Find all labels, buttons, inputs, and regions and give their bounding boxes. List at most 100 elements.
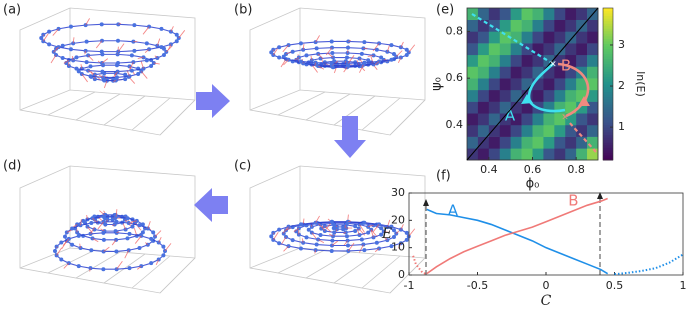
- force-arrow: [140, 71, 148, 79]
- heat-cell: [554, 31, 566, 44]
- force-arrow: [116, 260, 123, 270]
- force-arrow: [317, 239, 325, 244]
- force-arrow: [272, 49, 275, 52]
- colorbar-step: [603, 122, 613, 126]
- colorbar-step: [603, 13, 613, 17]
- colorbar-tick-label: 1: [618, 120, 625, 133]
- lattice-node: [151, 230, 156, 235]
- colorbar-step: [603, 89, 613, 93]
- heat-cell: [521, 19, 533, 32]
- lattice-panel: [249, 165, 426, 294]
- lattice-node: [404, 237, 409, 242]
- colorbar-step: [603, 73, 613, 77]
- heat-cell: [477, 31, 490, 44]
- heat-cell: [510, 54, 522, 67]
- lattice-node: [39, 35, 44, 40]
- force-arrow: [283, 59, 289, 66]
- force-arrow: [167, 44, 172, 50]
- heat-cell: [565, 66, 577, 79]
- colorbar-step: [603, 48, 613, 52]
- lattice-node: [102, 78, 107, 83]
- heat-cell: [532, 148, 544, 161]
- heat-cell: [521, 54, 533, 67]
- force-arrow: [87, 70, 95, 75]
- force-arrow: [63, 262, 70, 269]
- arrow-right: [196, 84, 230, 118]
- force-arrow: [359, 224, 365, 233]
- lattice-node: [53, 249, 57, 254]
- lattice-node: [277, 55, 282, 60]
- lattice-node: [70, 226, 75, 231]
- colorbar-step: [603, 61, 613, 65]
- arrow-left: [194, 188, 228, 222]
- colorbar-step: [603, 38, 613, 42]
- x-tick-label: 0.5: [606, 279, 624, 292]
- heat-cell: [543, 54, 555, 67]
- box: [19, 165, 196, 294]
- force-arrow: [99, 210, 105, 216]
- colorbar-step: [603, 127, 613, 131]
- lattice-node: [70, 242, 75, 247]
- heat-cell: [467, 19, 479, 32]
- lattice-node: [391, 228, 396, 233]
- lattice-node: [159, 45, 164, 50]
- force-arrow: [356, 228, 360, 236]
- colorbar-step: [603, 86, 613, 90]
- colorbar-step: [603, 46, 613, 50]
- force-arrow: [311, 64, 318, 73]
- lattice-node: [404, 230, 409, 235]
- heat-cell: [510, 113, 522, 126]
- heat-cell: [510, 19, 522, 32]
- lattice-node: [362, 220, 367, 225]
- force-arrow: [359, 244, 364, 253]
- force-arrow: [347, 242, 355, 252]
- lattice-node: [298, 41, 303, 46]
- lattice-node: [161, 253, 166, 258]
- force-arrow: [282, 226, 289, 234]
- heat-cell: [499, 66, 511, 79]
- force-arrow: [315, 215, 320, 223]
- lattice-node: [362, 40, 367, 45]
- force-arrow: [137, 56, 144, 60]
- heat-cell: [576, 136, 588, 149]
- box-grid: [47, 91, 96, 116]
- x-tick-label: -1: [404, 279, 415, 292]
- force-arrow: [87, 55, 94, 61]
- force-arrow: [317, 223, 324, 229]
- heat-cell: [554, 43, 566, 56]
- box-grid: [277, 249, 326, 274]
- series-name: B: [568, 192, 578, 210]
- illustrations: [19, 7, 426, 294]
- lattice-node: [101, 267, 106, 272]
- heat-cell: [467, 148, 479, 161]
- marker: ×: [561, 113, 569, 123]
- heat-cell: [499, 54, 511, 67]
- heat-cell: [488, 66, 501, 79]
- lattice-node: [344, 234, 349, 239]
- heat-cell: [554, 113, 566, 126]
- force-arrow: [116, 231, 120, 234]
- force-arrow: [272, 47, 279, 56]
- lattice-node: [277, 227, 282, 232]
- force-arrow: [115, 209, 118, 217]
- force-arrow: [370, 56, 374, 65]
- heat-cell: [543, 136, 555, 149]
- trajectories: × ×: [466, 7, 599, 161]
- lattice-node: [389, 43, 394, 48]
- heat-cell: [467, 31, 479, 44]
- box-grid: [277, 91, 326, 116]
- force-arrow: [331, 240, 339, 246]
- lattice-panel: [249, 7, 426, 136]
- heat-cell: [565, 124, 577, 137]
- force-arrow: [327, 52, 334, 58]
- colorbar-step: [603, 129, 613, 133]
- force-arrow: [100, 228, 105, 232]
- heat-cell: [510, 101, 522, 114]
- colorbar-step: [603, 63, 613, 67]
- box-grid: [305, 93, 351, 121]
- force-arrow: [408, 44, 416, 53]
- lattice-node: [110, 217, 115, 222]
- colorbar-step: [603, 116, 613, 120]
- colorbar-step: [603, 68, 613, 72]
